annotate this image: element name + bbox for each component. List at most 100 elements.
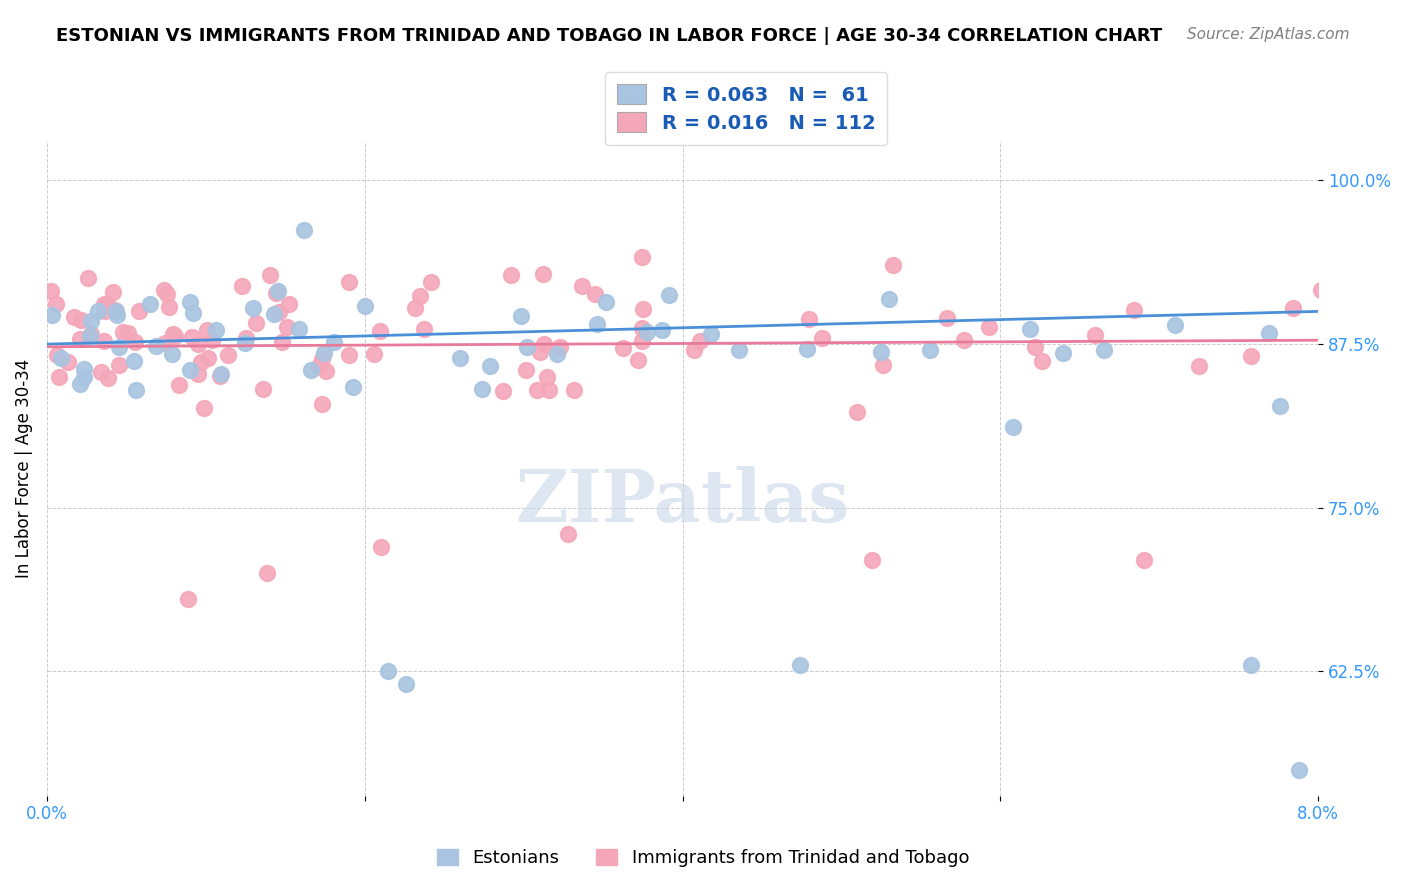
Point xyxy=(342,379,364,393)
Point xyxy=(529,344,551,359)
Point xyxy=(571,279,593,293)
Point xyxy=(1240,657,1263,672)
Point xyxy=(235,331,257,345)
Point xyxy=(1326,322,1348,336)
Point xyxy=(789,657,811,672)
Point xyxy=(977,319,1000,334)
Point xyxy=(299,363,322,377)
Point xyxy=(1281,301,1303,315)
Point xyxy=(245,316,267,330)
Point xyxy=(187,337,209,351)
Point xyxy=(270,335,292,350)
Point xyxy=(105,309,128,323)
Point xyxy=(63,310,86,324)
Point xyxy=(209,367,232,381)
Point xyxy=(187,367,209,381)
Point xyxy=(233,335,256,350)
Point xyxy=(1309,283,1331,297)
Point xyxy=(1133,553,1156,567)
Point xyxy=(689,334,711,348)
Point xyxy=(193,401,215,416)
Point xyxy=(612,341,634,355)
Point xyxy=(217,348,239,362)
Point xyxy=(583,287,606,301)
Y-axis label: In Labor Force | Age 30-34: In Labor Force | Age 30-34 xyxy=(15,359,32,578)
Point xyxy=(79,314,101,328)
Point xyxy=(45,297,67,311)
Point xyxy=(322,335,344,350)
Point xyxy=(499,268,522,283)
Point xyxy=(413,322,436,336)
Point xyxy=(117,326,139,341)
Point xyxy=(682,343,704,358)
Point xyxy=(1084,328,1107,343)
Point xyxy=(177,592,200,607)
Text: Source: ZipAtlas.com: Source: ZipAtlas.com xyxy=(1187,27,1350,42)
Point xyxy=(105,304,128,318)
Point xyxy=(595,295,617,310)
Point xyxy=(39,285,62,299)
Point xyxy=(277,297,299,311)
Point xyxy=(58,354,80,368)
Point xyxy=(557,527,579,541)
Point xyxy=(537,384,560,398)
Point xyxy=(128,303,150,318)
Point xyxy=(157,300,180,314)
Point xyxy=(267,305,290,319)
Point xyxy=(69,333,91,347)
Point xyxy=(1002,420,1025,434)
Point xyxy=(80,327,103,342)
Point xyxy=(952,333,974,347)
Legend: R = 0.063   N =  61, R = 0.016   N = 112: R = 0.063 N = 61, R = 0.016 N = 112 xyxy=(605,72,887,145)
Point xyxy=(79,328,101,343)
Point xyxy=(204,324,226,338)
Point xyxy=(122,353,145,368)
Point xyxy=(658,288,681,302)
Point xyxy=(1336,314,1358,328)
Point xyxy=(363,347,385,361)
Point xyxy=(377,665,399,679)
Point xyxy=(1361,316,1384,330)
Point xyxy=(163,329,186,343)
Point xyxy=(93,334,115,348)
Point xyxy=(636,325,658,339)
Point xyxy=(1024,340,1046,354)
Point xyxy=(48,369,70,384)
Point xyxy=(256,566,278,581)
Point xyxy=(631,302,654,317)
Point xyxy=(259,268,281,283)
Point xyxy=(112,325,135,339)
Point xyxy=(200,333,222,347)
Point xyxy=(1188,359,1211,373)
Point xyxy=(420,275,443,289)
Legend: Estonians, Immigrants from Trinidad and Tobago: Estonians, Immigrants from Trinidad and … xyxy=(429,841,977,874)
Point xyxy=(1092,343,1115,357)
Point xyxy=(1354,303,1376,318)
Point xyxy=(1123,303,1146,318)
Point xyxy=(288,322,311,336)
Point xyxy=(562,384,585,398)
Point xyxy=(179,362,201,376)
Point xyxy=(846,405,869,419)
Point xyxy=(308,359,330,373)
Point xyxy=(478,359,501,373)
Point xyxy=(531,267,554,281)
Point xyxy=(811,331,834,345)
Point xyxy=(181,330,204,344)
Point xyxy=(49,351,72,365)
Point xyxy=(292,223,315,237)
Point xyxy=(190,355,212,369)
Point xyxy=(796,342,818,356)
Point xyxy=(449,351,471,365)
Point xyxy=(311,352,333,367)
Point xyxy=(631,321,654,335)
Point xyxy=(93,297,115,311)
Point xyxy=(179,294,201,309)
Point xyxy=(1031,353,1053,368)
Point xyxy=(41,308,63,322)
Point xyxy=(86,304,108,318)
Point xyxy=(860,553,883,567)
Text: ESTONIAN VS IMMIGRANTS FROM TRINIDAD AND TOBAGO IN LABOR FORCE | AGE 30-34 CORRE: ESTONIAN VS IMMIGRANTS FROM TRINIDAD AND… xyxy=(56,27,1163,45)
Point xyxy=(311,397,333,411)
Point xyxy=(73,362,96,376)
